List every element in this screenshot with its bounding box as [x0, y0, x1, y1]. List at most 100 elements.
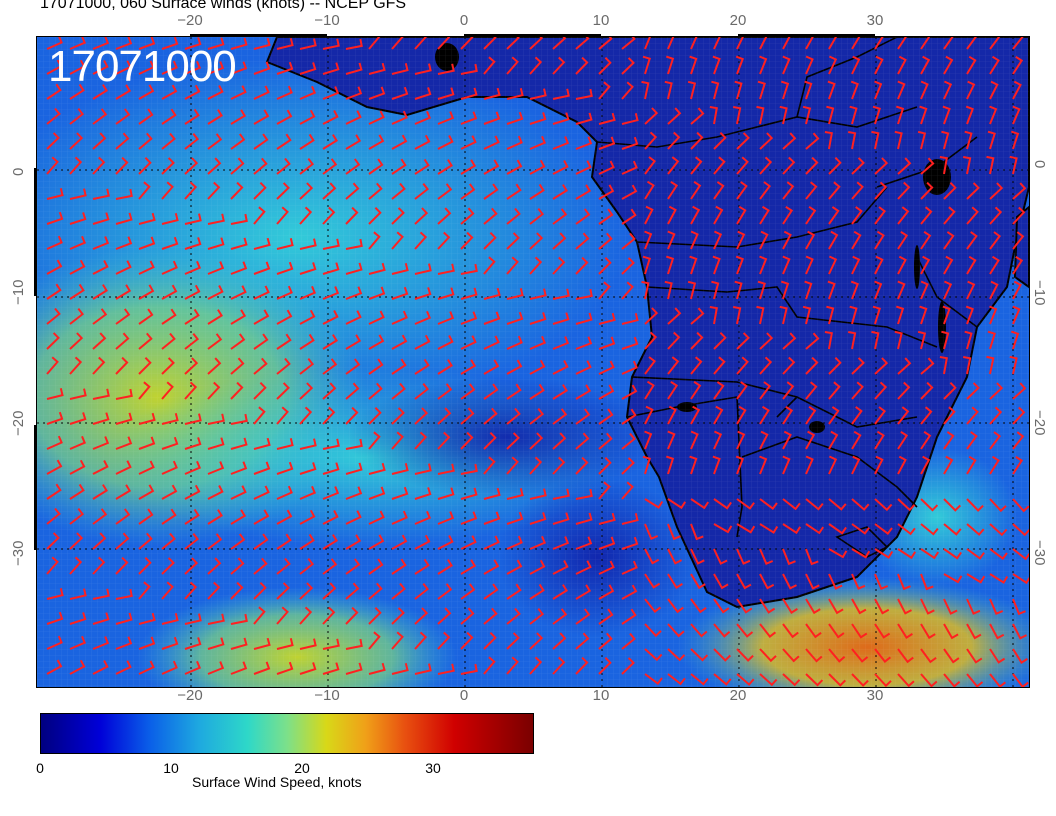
wind-barb [828, 548, 848, 559]
wind-barb [667, 156, 680, 175]
wind-barb [621, 536, 639, 550]
colorbar-tick: 0 [36, 760, 44, 776]
wind-barb [667, 548, 682, 565]
wind-barb [943, 598, 958, 615]
wind-barb [828, 230, 839, 250]
wind-barb [414, 534, 431, 550]
wind-barb [897, 455, 907, 475]
wind-barb [920, 55, 931, 75]
wind-barb [897, 181, 911, 200]
wind-barb [115, 508, 131, 525]
wind-barb [598, 584, 615, 600]
wind-barb [92, 236, 110, 250]
wind-barb [92, 460, 109, 475]
wind-barb [782, 55, 791, 75]
wind-barb [802, 305, 812, 325]
wind-barb [506, 607, 521, 625]
wind-barb [644, 331, 658, 350]
wind-barb [230, 85, 247, 100]
wind-barb [529, 432, 544, 450]
wind-barb [115, 84, 132, 100]
wind-barb [828, 573, 843, 590]
wind-barb [345, 286, 363, 300]
wind-barb [161, 236, 179, 250]
wind-barb [391, 263, 409, 275]
wind-barb [46, 259, 63, 275]
wind-barb [414, 487, 432, 500]
wind-barb [828, 455, 838, 475]
wind-barb [391, 663, 409, 675]
wind-barb [46, 588, 64, 600]
wind-barb [92, 484, 108, 500]
wind-barb [850, 80, 859, 100]
wind-barb [207, 213, 225, 225]
wind-barb [782, 381, 795, 400]
wind-barb [46, 507, 61, 525]
wind-barb [460, 135, 477, 150]
wind-barb [207, 61, 225, 75]
wind-barb [483, 256, 496, 275]
wind-barb [391, 158, 407, 175]
wind-barb [138, 84, 155, 100]
wind-barb [690, 573, 706, 590]
wind-barb [529, 607, 545, 625]
wind-barb [736, 673, 755, 686]
wind-barb [437, 511, 455, 525]
wind-barb [736, 598, 753, 614]
wind-barb [917, 330, 927, 350]
wind-barb [966, 406, 979, 425]
wind-barb [46, 483, 62, 500]
wind-barb [874, 548, 894, 559]
wind-barb [207, 661, 225, 675]
wind-barb [184, 284, 201, 300]
wind-barb [667, 131, 681, 150]
wind-barb [483, 56, 496, 75]
wind-barb [644, 356, 656, 375]
wind-barb [414, 110, 432, 125]
y-tick-left: −30 [10, 540, 27, 566]
wind-barb [552, 312, 570, 325]
wind-barb [368, 462, 386, 475]
wind-barb [920, 430, 932, 450]
wind-barb [989, 498, 1007, 513]
wind-barb [712, 455, 721, 475]
wind-barb [621, 232, 636, 250]
wind-barb [713, 132, 727, 150]
wind-barb [207, 413, 225, 425]
wind-barb [920, 255, 931, 275]
wind-barb [897, 255, 907, 275]
wind-barb [483, 287, 501, 300]
wind-barb [782, 523, 802, 535]
wind-barb [943, 573, 963, 584]
wind-barb [1012, 305, 1021, 325]
colorbar-tick: 20 [294, 760, 310, 776]
wind-barb [299, 533, 315, 550]
wind-barb [874, 230, 885, 250]
wind-barb [827, 80, 836, 100]
wind-barb [46, 532, 60, 550]
wind-barb [920, 80, 929, 100]
wind-barb [736, 381, 748, 400]
wind-barb [1010, 330, 1020, 350]
wind-barb [828, 598, 844, 615]
wind-barb [713, 230, 723, 250]
wind-barb [161, 260, 178, 275]
wind-barb [69, 635, 87, 650]
wind-barb [1012, 206, 1026, 225]
wind-barb [575, 160, 592, 175]
wind-barb [851, 623, 868, 639]
wind-barb [598, 232, 613, 250]
wind-barb [368, 158, 384, 175]
wind-barb [138, 284, 155, 300]
wind-barb [506, 511, 524, 525]
wind-barb [575, 184, 592, 200]
wind-barb [689, 455, 698, 475]
wind-barb [782, 405, 794, 425]
wind-barb [897, 55, 907, 75]
wind-barb [437, 431, 451, 450]
wind-barb [368, 310, 385, 325]
wind-barb [276, 638, 294, 650]
wind-barb [138, 436, 156, 450]
wind-barb [414, 558, 430, 575]
wind-barb [46, 83, 62, 100]
